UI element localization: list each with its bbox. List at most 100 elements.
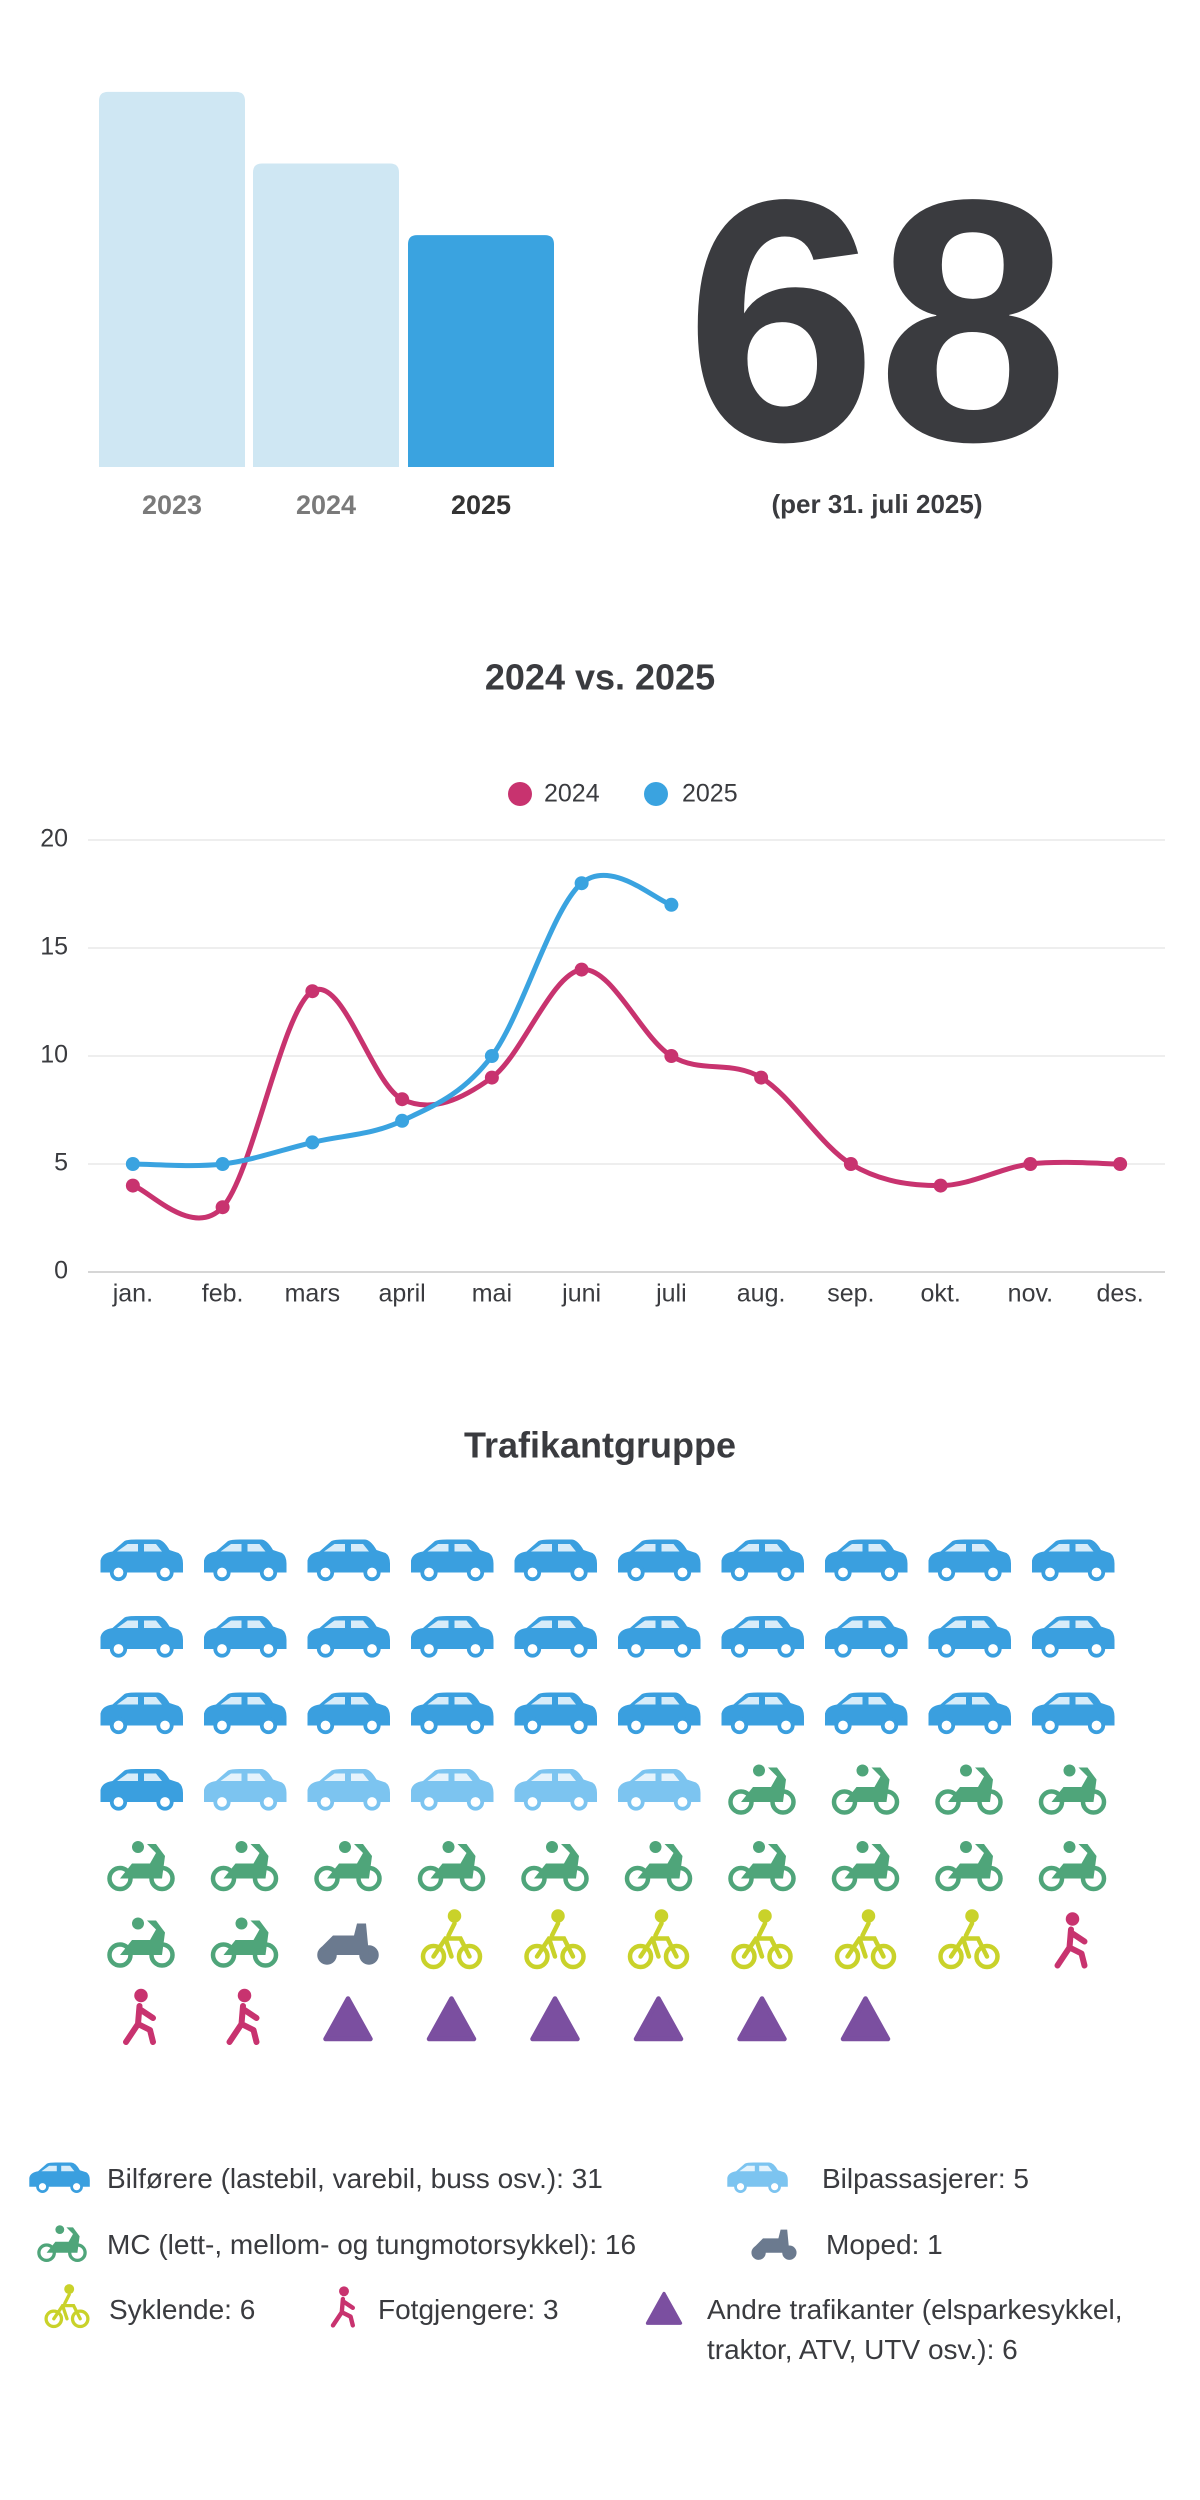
car-wheel <box>627 1640 645 1658</box>
unit-icon <box>825 1616 908 1658</box>
x-tick-label: des. <box>1096 1280 1143 1308</box>
triangle <box>737 1996 787 2042</box>
unit-icon <box>204 1616 287 1658</box>
car-wheel <box>466 1716 485 1735</box>
unit-icon <box>524 1909 586 1970</box>
chart-title: 2024 vs. 2025 <box>485 657 715 698</box>
car-body <box>514 1692 597 1726</box>
car-wheel <box>70 2180 83 2194</box>
car-window <box>531 1620 576 1628</box>
legend-icon <box>29 2162 90 2194</box>
car-body <box>307 1769 390 1802</box>
series-line <box>130 967 1123 1221</box>
car-wheel <box>984 1716 1002 1735</box>
x-tick-label: juli <box>655 1280 687 1308</box>
bar <box>99 91 245 468</box>
point <box>574 876 589 891</box>
car-wheel <box>259 1640 278 1658</box>
car-wheel <box>523 1716 542 1735</box>
car-wheel <box>156 1563 174 1582</box>
rider-head <box>235 1841 248 1853</box>
car-body <box>100 1539 183 1573</box>
body <box>223 1844 269 1879</box>
rider-head <box>960 1841 972 1853</box>
car-body <box>411 1769 494 1802</box>
legend-label: Bilpassasjerer: 5 <box>822 2163 1029 2194</box>
head <box>339 2286 349 2297</box>
rider-head <box>447 1909 462 1923</box>
legend-label: MC (lett-, mellom- og tungmotorsykkel): … <box>107 2229 637 2260</box>
unit-icon <box>411 1616 494 1658</box>
unit-icon <box>618 1769 701 1811</box>
car-wheel <box>880 1563 899 1582</box>
car-wheel <box>730 1563 749 1582</box>
body <box>741 1767 786 1802</box>
car-wheel <box>880 1716 899 1735</box>
car-body <box>721 1539 804 1573</box>
car-body <box>727 2162 788 2187</box>
triangle <box>530 1996 580 2042</box>
car-wheel <box>1087 1640 1106 1658</box>
x-tick-label: 2023 <box>142 490 202 520</box>
y-tick-label: 15 <box>40 933 68 961</box>
legend-item: Moped: 1 <box>826 2229 943 2260</box>
unit-icon <box>210 1917 279 1968</box>
frame <box>741 1921 783 1959</box>
unit-icon <box>411 1539 494 1582</box>
car-wheel <box>213 1793 231 1811</box>
unit-icon <box>100 1616 183 1658</box>
car-wheel <box>834 1716 852 1735</box>
car-wheel <box>1041 1716 1059 1735</box>
car-wheel <box>570 1716 588 1735</box>
legend-icon <box>751 2229 797 2260</box>
car-window <box>1048 1620 1094 1628</box>
unit-icon <box>417 1841 486 1892</box>
point <box>305 1135 320 1150</box>
unit-icon <box>514 1539 597 1582</box>
unit-icon <box>204 1539 287 1582</box>
wheel <box>767 1943 793 1970</box>
rider-head <box>654 1909 669 1923</box>
car-window <box>841 1697 887 1705</box>
car-wheel <box>768 2180 781 2194</box>
car-wheel <box>259 1716 278 1735</box>
wheel <box>627 1943 654 1970</box>
car-body <box>514 1539 597 1573</box>
car-window <box>220 1697 266 1705</box>
frame <box>845 1921 886 1959</box>
point <box>125 1178 140 1193</box>
point <box>305 984 320 999</box>
wheel <box>663 1943 690 1970</box>
car-wheel <box>730 1716 749 1735</box>
car-wheel <box>1087 1716 1106 1735</box>
unit-icon <box>317 1923 379 1965</box>
legend-item: Bilpassasjerer: 5 <box>822 2163 1029 2194</box>
car-wheel <box>984 1640 1002 1658</box>
car-wheel <box>937 1640 956 1658</box>
car-wheel <box>213 1640 231 1658</box>
unit-icon <box>100 1692 183 1735</box>
car-window <box>738 1544 783 1552</box>
car-wheel <box>1041 1640 1059 1658</box>
body <box>321 1923 369 1955</box>
car-body <box>721 1616 804 1649</box>
legend-item: MC (lett-, mellom- og tungmotorsykkel): … <box>107 2229 637 2260</box>
rider-head <box>965 1909 979 1923</box>
unit-icon <box>938 1909 1000 1970</box>
x-tick-label: juni <box>561 1280 601 1308</box>
rider-head <box>753 1764 765 1777</box>
head <box>1065 1912 1080 1926</box>
car-body <box>411 1539 494 1573</box>
body <box>327 1844 372 1879</box>
rider-head <box>339 1841 351 1853</box>
car-body <box>514 1616 597 1649</box>
unit-icon <box>1038 1764 1107 1815</box>
unit-icon <box>307 1692 390 1735</box>
body <box>844 1844 890 1879</box>
legend-icon <box>44 2284 90 2329</box>
triangle <box>840 1996 891 2042</box>
car-wheel <box>109 1563 128 1582</box>
car-body <box>411 1616 494 1649</box>
rider-head <box>64 2284 75 2295</box>
triangle <box>426 1996 477 2042</box>
